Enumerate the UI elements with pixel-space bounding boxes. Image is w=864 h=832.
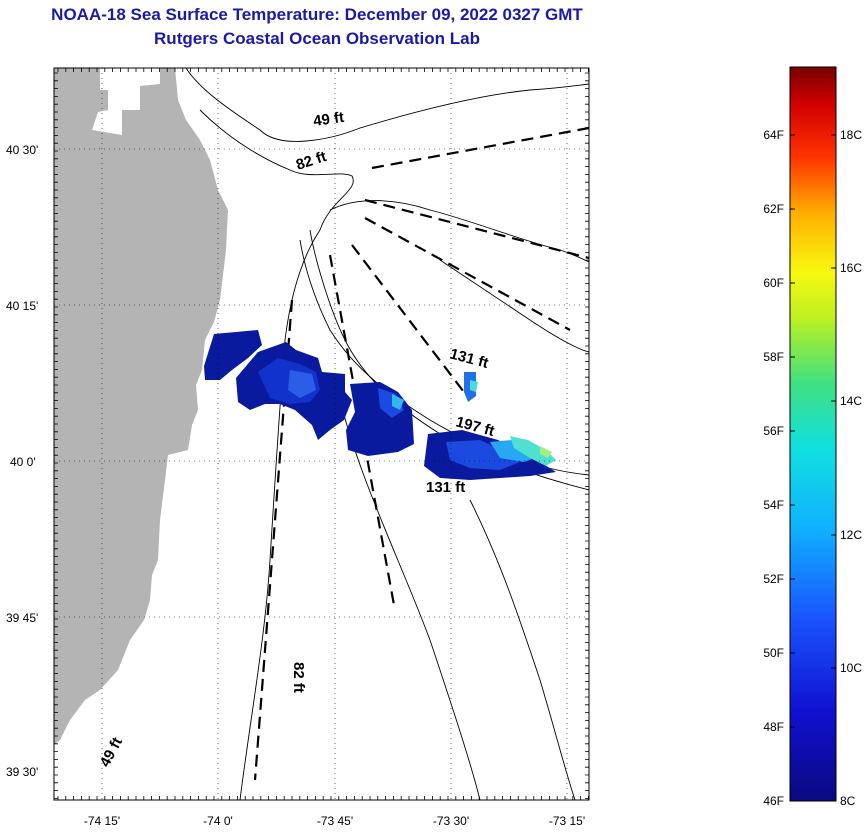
shipping-lane-3 <box>364 217 571 331</box>
contour-south <box>469 499 576 800</box>
cb-f-54: 54F <box>763 498 784 512</box>
cb-c-18: 18C <box>840 128 862 142</box>
cb-c-12: 12C <box>840 528 862 542</box>
depth-label-82ft-south: 82 ft <box>290 662 307 693</box>
cb-f-50: 50F <box>763 646 784 660</box>
lon-label-73-45: -73 45' <box>317 814 353 828</box>
cb-f-62: 62F <box>763 202 784 216</box>
depth-label-49ft-north: 49 ft <box>312 109 345 130</box>
cb-c-16: 16C <box>840 261 862 275</box>
colorbar-ticks <box>790 134 836 728</box>
cb-f-64: 64F <box>763 128 784 142</box>
cb-c-14: 14C <box>840 394 862 408</box>
lon-label-74-0: -74 0' <box>203 814 233 828</box>
lat-label-39-45: 39 45' <box>6 611 38 625</box>
contour-82ft <box>199 109 354 800</box>
lat-label-40-15: 40 15' <box>6 299 38 313</box>
cb-f-58: 58F <box>763 350 784 364</box>
contour-east <box>439 259 589 353</box>
lon-label-73-30: -73 30' <box>433 814 469 828</box>
map-title: NOAA-18 Sea Surface Temperature: Decembe… <box>51 5 583 24</box>
lat-label-40-30: 40 30' <box>6 143 38 157</box>
cb-f-46: 46F <box>763 794 784 808</box>
depth-label-131ft-south: 131 ft <box>426 479 465 496</box>
cb-f-56: 56F <box>763 424 784 438</box>
shipping-lane-2 <box>364 198 589 260</box>
plot-frame <box>53 67 590 801</box>
lon-label-73-15: -73 15' <box>549 814 585 828</box>
cb-f-60: 60F <box>763 276 784 290</box>
frame-tick-marks <box>54 68 589 800</box>
shipping-lane-4 <box>351 244 471 401</box>
axis-ticks <box>54 68 589 800</box>
land-mass <box>54 68 228 745</box>
cb-f-48: 48F <box>763 720 784 734</box>
lon-label-74-15: -74 15' <box>84 814 120 828</box>
cb-c-10: 10C <box>840 661 862 675</box>
colorbar <box>789 66 837 802</box>
lat-label-40-0: 40 0' <box>10 455 36 469</box>
contour-shelf <box>339 399 481 800</box>
map-subtitle: Rutgers Coastal Ocean Observation Lab <box>154 29 480 48</box>
cb-c-8: 8C <box>840 794 856 808</box>
cb-f-52: 52F <box>763 572 784 586</box>
lat-label-39-30: 39 30' <box>6 765 38 779</box>
sst-data <box>204 330 556 480</box>
contour-49ft <box>185 68 589 142</box>
